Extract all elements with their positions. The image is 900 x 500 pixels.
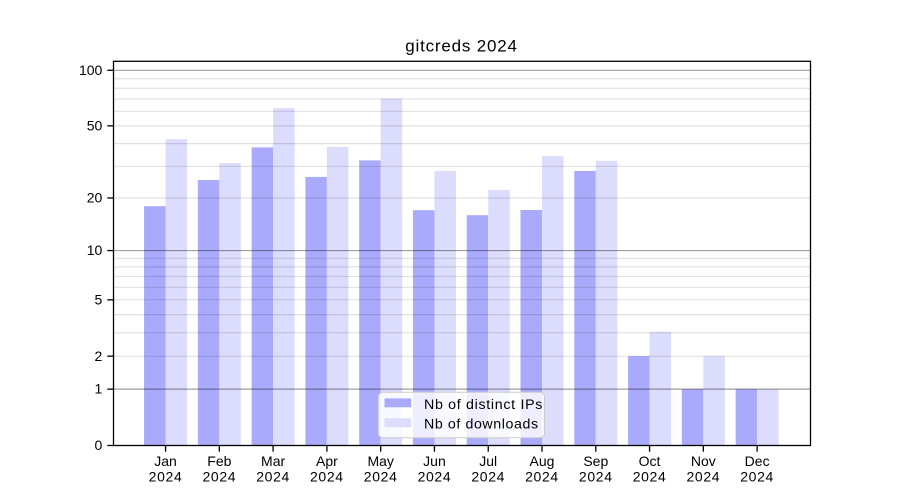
svg-text:Nb of downloads: Nb of downloads	[424, 417, 539, 433]
svg-text:2: 2	[95, 348, 103, 364]
svg-text:50: 50	[87, 117, 103, 133]
svg-text:2024: 2024	[149, 469, 183, 485]
svg-text:Feb: Feb	[207, 453, 231, 469]
svg-text:Sep: Sep	[583, 453, 608, 469]
svg-text:Jan: Jan	[154, 453, 177, 469]
svg-text:100: 100	[79, 62, 103, 78]
svg-text:20: 20	[87, 190, 103, 206]
svg-text:2024: 2024	[740, 469, 774, 485]
svg-text:Mar: Mar	[261, 453, 285, 469]
svg-text:Nov: Nov	[691, 453, 716, 469]
svg-text:2024: 2024	[202, 469, 236, 485]
svg-text:Aug: Aug	[530, 453, 555, 469]
svg-text:0: 0	[95, 437, 103, 453]
svg-text:2024: 2024	[471, 469, 505, 485]
svg-text:2024: 2024	[310, 469, 344, 485]
svg-text:Apr: Apr	[316, 453, 338, 469]
svg-text:gitcreds 2024: gitcreds 2024	[405, 37, 517, 56]
svg-text:1: 1	[95, 381, 103, 397]
svg-text:10: 10	[87, 242, 103, 258]
svg-text:Dec: Dec	[745, 453, 770, 469]
svg-text:2024: 2024	[256, 469, 290, 485]
svg-text:2024: 2024	[525, 469, 559, 485]
svg-text:2024: 2024	[364, 469, 398, 485]
svg-text:Oct: Oct	[639, 453, 661, 469]
svg-text:2024: 2024	[686, 469, 720, 485]
svg-text:2024: 2024	[579, 469, 613, 485]
svg-text:Jul: Jul	[479, 453, 497, 469]
svg-text:Nb of distinct IPs: Nb of distinct IPs	[424, 397, 543, 413]
svg-text:5: 5	[95, 291, 103, 307]
svg-text:May: May	[367, 453, 393, 469]
svg-text:Jun: Jun	[423, 453, 446, 469]
svg-text:2024: 2024	[418, 469, 452, 485]
svg-text:2024: 2024	[633, 469, 667, 485]
